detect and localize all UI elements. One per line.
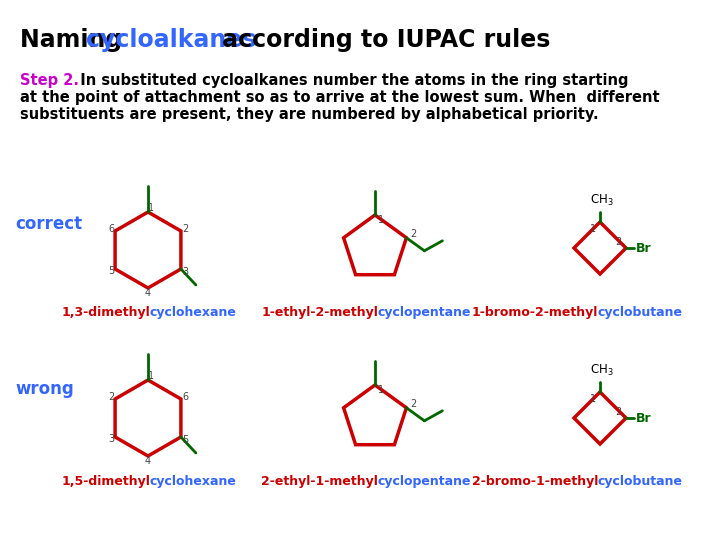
Text: 2: 2	[410, 399, 416, 409]
Text: cycloalkanes: cycloalkanes	[86, 28, 256, 52]
Text: cyclopentane: cyclopentane	[378, 475, 472, 488]
Text: 1,3-dimethyl: 1,3-dimethyl	[61, 306, 150, 319]
Text: 3: 3	[108, 434, 114, 444]
Text: 4: 4	[145, 287, 151, 298]
Text: 1: 1	[590, 394, 596, 404]
Text: 1: 1	[378, 385, 384, 395]
Text: 3: 3	[182, 267, 188, 276]
Text: 1: 1	[378, 215, 384, 225]
Text: 1-bromo-2-methyl: 1-bromo-2-methyl	[472, 306, 598, 319]
Text: according to IUPAC rules: according to IUPAC rules	[214, 28, 550, 52]
Text: In substituted cycloalkanes number the atoms in the ring starting: In substituted cycloalkanes number the a…	[70, 73, 629, 88]
Text: cyclobutane: cyclobutane	[598, 475, 683, 488]
Text: cyclohexane: cyclohexane	[150, 306, 237, 319]
Text: Naming: Naming	[20, 28, 130, 52]
Text: 2: 2	[182, 224, 188, 234]
Text: 2-bromo-1-methyl: 2-bromo-1-methyl	[472, 475, 598, 488]
Text: 1: 1	[148, 204, 154, 213]
Text: 4: 4	[145, 456, 151, 465]
Text: 1,5-dimethyl: 1,5-dimethyl	[61, 475, 150, 488]
Text: cyclohexane: cyclohexane	[150, 475, 237, 488]
Text: 1: 1	[148, 372, 154, 381]
Text: cyclobutane: cyclobutane	[598, 306, 683, 319]
Text: at the point of attachment so as to arrive at the lowest sum. When  different: at the point of attachment so as to arri…	[20, 90, 660, 105]
Text: Br: Br	[636, 411, 652, 424]
Text: 2: 2	[410, 229, 416, 239]
Text: Step 2.: Step 2.	[20, 73, 79, 88]
Text: substituents are present, they are numbered by alphabetical priority.: substituents are present, they are numbe…	[20, 107, 598, 122]
Text: 1-ethyl-2-methyl: 1-ethyl-2-methyl	[261, 306, 378, 319]
Text: 5: 5	[108, 266, 114, 276]
Text: 6: 6	[108, 224, 114, 234]
Text: 5: 5	[182, 435, 188, 445]
Text: wrong: wrong	[15, 380, 73, 398]
Text: cyclopentane: cyclopentane	[378, 306, 472, 319]
Text: 1: 1	[590, 224, 596, 234]
Text: CH$_3$: CH$_3$	[590, 192, 614, 207]
Text: 2: 2	[615, 237, 621, 247]
Text: 2: 2	[108, 392, 114, 402]
Text: 2: 2	[615, 407, 621, 417]
Text: Br: Br	[636, 241, 652, 254]
Text: correct: correct	[15, 215, 82, 233]
Text: 2-ethyl-1-methyl: 2-ethyl-1-methyl	[261, 475, 378, 488]
Text: CH$_3$: CH$_3$	[590, 362, 614, 377]
Text: 6: 6	[182, 392, 188, 402]
